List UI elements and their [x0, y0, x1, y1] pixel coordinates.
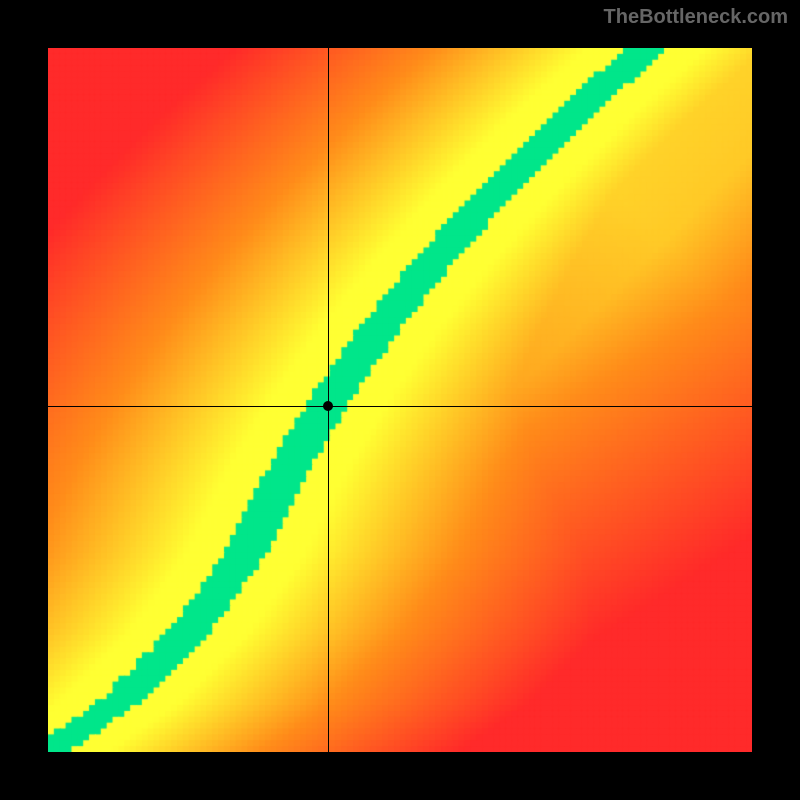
plot-area [48, 48, 752, 752]
marker-dot [323, 401, 333, 411]
heatmap-canvas [48, 48, 752, 752]
crosshair-horizontal [48, 406, 752, 407]
watermark-text: TheBottleneck.com [604, 6, 788, 29]
